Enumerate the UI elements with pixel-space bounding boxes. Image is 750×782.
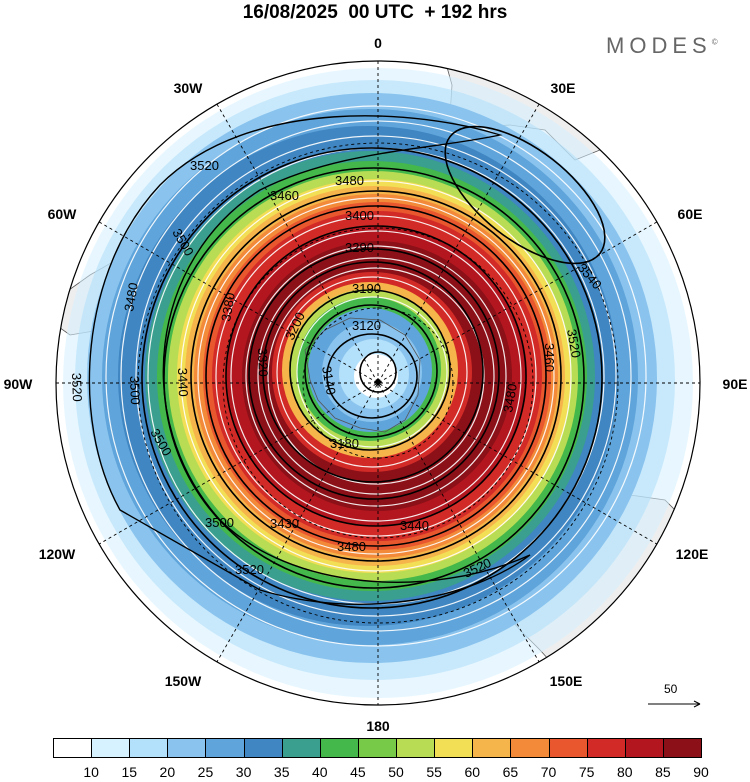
contour-3320 <box>248 248 500 500</box>
contour-label: 3440 <box>400 518 429 533</box>
contour-label: 3430 <box>270 516 299 531</box>
contour-label: 3500 <box>127 376 143 405</box>
contour-label: 3480 <box>121 281 141 312</box>
colorbar-swatch <box>662 738 702 758</box>
colorbar-tick-label: 80 <box>616 764 633 780</box>
contour-3290 <box>262 261 484 483</box>
colorbar-swatch <box>167 738 207 758</box>
colorbar-swatch <box>434 738 474 758</box>
colorbar-tick-label: 90 <box>693 764 709 780</box>
contour-3200 <box>289 289 451 451</box>
map-boundary <box>55 60 701 706</box>
lon-label-90w: 90W <box>4 376 34 392</box>
lon-label-150w: 150W <box>165 673 202 689</box>
contour-label: 3320 <box>255 348 271 377</box>
contour-3500 <box>141 147 603 609</box>
brand-logo: MODES© <box>606 33 718 59</box>
contour-label: 3480 <box>337 539 366 554</box>
lon-label-60w: 60W <box>48 206 78 222</box>
contour-label: 3140 <box>319 365 339 396</box>
contour-label: 3520 <box>235 562 264 577</box>
colorbar-tick-label: 25 <box>197 764 214 780</box>
contour-label: 3460 <box>542 343 557 372</box>
reference-vector-label: 50 <box>664 682 678 696</box>
colorbar-tick-label: 45 <box>350 764 366 780</box>
contour-label: 3500 <box>205 515 234 530</box>
antarctica-coast <box>304 317 421 433</box>
colorbar-swatch <box>396 738 436 758</box>
contour-3480 <box>163 167 585 589</box>
contour-3460 <box>190 190 562 562</box>
contour-label: 3380 <box>218 291 238 322</box>
contour-label: 3440 <box>175 368 191 397</box>
graticule <box>56 61 700 705</box>
lon-label-30e: 30E <box>551 80 576 96</box>
colorbar-tick-label: 40 <box>312 764 328 780</box>
colorbar-swatch <box>548 738 588 758</box>
colorbar-tick-label: 70 <box>540 764 557 780</box>
map-disk <box>56 61 700 705</box>
colorbar-swatch <box>472 738 512 758</box>
contour-label: 3520 <box>190 158 219 173</box>
contour-3140 <box>326 333 418 419</box>
colorbar-swatch <box>53 738 93 758</box>
colorbar-tick-label: 60 <box>464 764 481 780</box>
contour-label: 3180 <box>330 436 359 451</box>
contour-label: 3480 <box>335 173 364 188</box>
lon-label-150e: 150E <box>550 673 583 689</box>
lon-label-60e: 60E <box>678 206 703 222</box>
lon-label-30w: 30W <box>174 80 204 96</box>
reference-vector-arrow <box>648 700 701 708</box>
colorbar-swatch <box>281 738 321 758</box>
colorbar-tick-label: 50 <box>388 764 404 780</box>
contour-label: 3520 <box>564 328 584 359</box>
colorbar-swatch <box>243 738 283 758</box>
contour-3520-outer <box>88 115 531 605</box>
colorbar-tick-label: 10 <box>83 764 99 780</box>
contour-label: 3480 <box>500 382 520 413</box>
colorbar-swatch <box>357 738 398 758</box>
contour-label: 3290 <box>345 240 374 255</box>
lon-label-120e: 120E <box>676 546 709 562</box>
colorbar-tick-label: 15 <box>121 764 138 780</box>
colorbar-swatch <box>91 738 131 758</box>
colorbar-swatch <box>510 738 550 758</box>
lon-label-120w: 120W <box>39 546 76 562</box>
lon-label-90e: 90E <box>723 376 748 392</box>
map-title: 16/08/2025 00 UTC + 192 hrs <box>242 2 508 23</box>
colorbar-tick-label: 65 <box>502 764 519 780</box>
colorbar-tick-label: 85 <box>655 764 671 780</box>
colorbar-swatch <box>205 738 245 758</box>
colorbar-tick-label: 35 <box>273 764 290 780</box>
brand-text: MODES <box>606 33 712 58</box>
contour-3440 <box>205 205 547 547</box>
colorbar-tick-label: 20 <box>159 764 176 780</box>
contour-3180 <box>304 304 438 438</box>
lon-label-0: 0 <box>374 35 382 51</box>
contour-label: 3120 <box>352 318 381 333</box>
contour-3400 <box>225 225 527 527</box>
colorbar-tick-label: 75 <box>578 764 595 780</box>
contour-label: 3520 <box>69 373 85 402</box>
contour-label: 3190 <box>352 281 381 296</box>
colorbar-tick-label: 30 <box>235 764 252 780</box>
colorbar-swatch <box>129 738 169 758</box>
streamlines <box>105 105 647 647</box>
colorbar-swatch <box>624 738 664 758</box>
colorbar <box>53 738 702 760</box>
contour-label: 3400 <box>345 208 374 223</box>
copyright-mark: © <box>711 37 718 47</box>
colorbar-swatch <box>586 738 626 758</box>
colorbar-tick-label: 55 <box>426 764 442 780</box>
contour-3540-ne <box>444 125 606 265</box>
colorbar-swatch <box>319 738 359 758</box>
lon-label-180: 180 <box>366 718 390 734</box>
height-contours <box>88 115 606 609</box>
contour-label: 3460 <box>270 188 299 203</box>
